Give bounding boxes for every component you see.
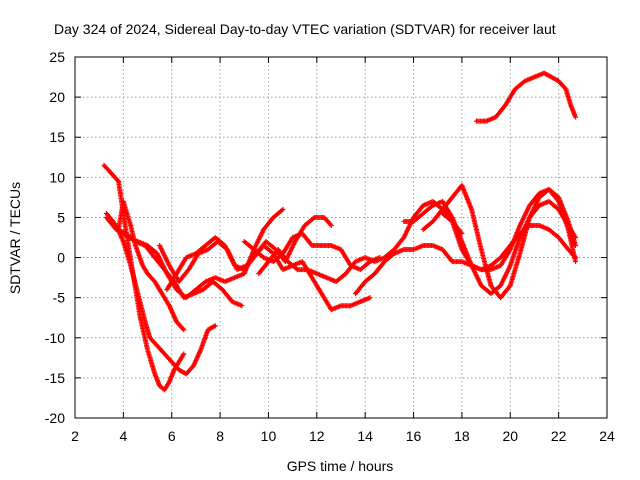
x-tick-label: 14 [357, 428, 373, 444]
x-tick-label: 6 [168, 428, 176, 444]
y-axis-title: SDTVAR / TECUs [7, 182, 23, 294]
x-tick-label: 22 [551, 428, 567, 444]
y-tick-label: -15 [45, 370, 65, 386]
y-tick-label: -20 [45, 410, 65, 426]
data-point [239, 303, 245, 309]
x-tick-label: 10 [261, 428, 277, 444]
series-trace-3 [108, 198, 187, 333]
y-tick-label: 20 [49, 89, 65, 105]
x-tick-label: 16 [406, 428, 422, 444]
y-tick-label: 0 [57, 250, 65, 266]
data-point [367, 295, 373, 301]
series-trace-13 [440, 186, 579, 273]
x-tick-label: 4 [119, 428, 127, 444]
y-tick-label: -5 [53, 290, 66, 306]
grid [75, 57, 607, 418]
y-tick-label: 5 [57, 209, 65, 225]
ticks [74, 56, 608, 419]
y-tick-label: 15 [49, 129, 65, 145]
y-tick-label: 25 [49, 49, 65, 65]
tick-labels: 2 4 6 8 10 12 14 16 18 20 22 24-20-15-10-5051015202… [45, 49, 615, 444]
x-tick-label: 20 [502, 428, 518, 444]
data-point [181, 351, 187, 357]
data-point [573, 114, 579, 120]
data-point [280, 206, 286, 212]
series-trace-10 [353, 222, 579, 297]
x-tick-label: 2 [71, 428, 79, 444]
y-tick-label: -10 [45, 330, 65, 346]
series-trace-14 [473, 70, 579, 124]
data-point [573, 243, 579, 249]
series-layer [101, 70, 579, 393]
data-point [573, 259, 579, 265]
chart-title: Day 324 of 2024, Sidereal Day-to-day VTE… [54, 21, 556, 37]
data-point [212, 323, 218, 329]
x-tick-label: 18 [454, 428, 470, 444]
plot-frame [74, 56, 608, 419]
series-trace-12 [420, 182, 579, 301]
data-point [328, 222, 334, 228]
data-point [181, 327, 187, 333]
x-tick-label: 12 [309, 428, 325, 444]
x-tick-label: 8 [216, 428, 224, 444]
x-tick-label: 24 [599, 428, 615, 444]
x-axis-title: GPS time / hours [287, 458, 394, 474]
y-tick-label: 10 [49, 169, 65, 185]
